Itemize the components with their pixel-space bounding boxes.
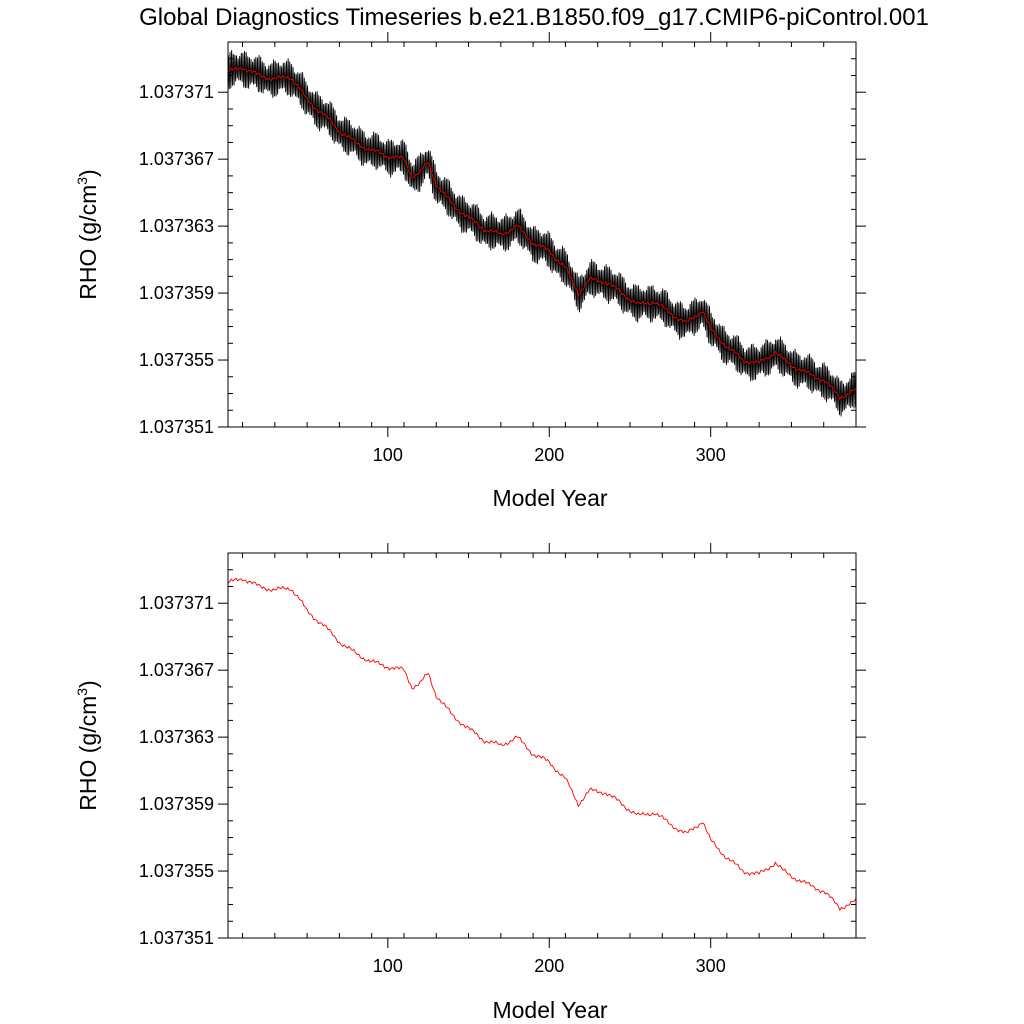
x-tick-label: 200 bbox=[534, 445, 564, 465]
y-tick-label: 1.037351 bbox=[139, 928, 214, 948]
y-tick-label: 1.037371 bbox=[139, 593, 214, 613]
x-tick-label: 100 bbox=[373, 445, 403, 465]
annual-series-line bbox=[227, 66, 857, 401]
y-tick-label: 1.037367 bbox=[139, 660, 214, 680]
y-tick-label: 1.037355 bbox=[139, 350, 214, 370]
x-tick-label: 300 bbox=[696, 956, 726, 976]
y-tick-label: 1.037359 bbox=[139, 794, 214, 814]
y-tick-label: 1.037359 bbox=[139, 283, 214, 303]
x-axis-title: Model Year bbox=[492, 485, 607, 511]
y-axis-title: RHO (g/cm3) bbox=[74, 169, 101, 299]
x-axis-title: Model Year bbox=[492, 997, 607, 1023]
annual-series-line bbox=[227, 577, 857, 912]
x-tick-label: 300 bbox=[696, 445, 726, 465]
chart-title: Global Diagnostics Timeseries b.e21.B185… bbox=[139, 4, 929, 31]
top-panel: 100 200 300 1.037351 1.037355 1.037359 1.03736… bbox=[74, 32, 866, 511]
x-tick-label: 100 bbox=[373, 956, 403, 976]
monthly-series-line bbox=[227, 50, 857, 417]
bottom-panel: 100 200 300 1.037351 1.037355 1.037359 1.03736… bbox=[74, 543, 866, 1023]
y-tick-label: 1.037367 bbox=[139, 149, 214, 169]
y-tick-label: 1.037351 bbox=[139, 417, 214, 437]
y-tick-label: 1.037363 bbox=[139, 727, 214, 747]
y-axis-title: RHO (g/cm3) bbox=[74, 680, 101, 810]
x-tick-label: 200 bbox=[534, 956, 564, 976]
plot-frame bbox=[227, 41, 857, 428]
y-tick-label: 1.037355 bbox=[139, 861, 214, 881]
plot-frame bbox=[227, 552, 857, 939]
y-tick-label: 1.037371 bbox=[139, 82, 214, 102]
y-tick-label: 1.037363 bbox=[139, 216, 214, 236]
